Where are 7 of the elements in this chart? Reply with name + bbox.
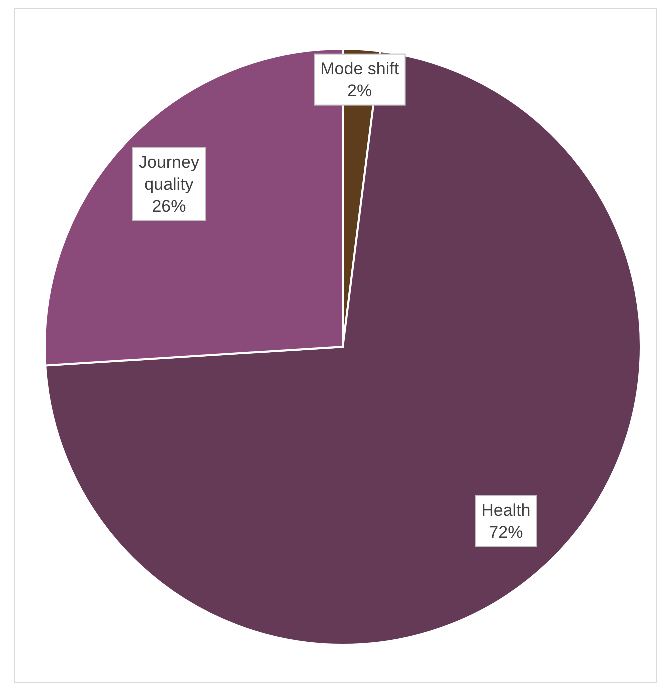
pie-slice: [44, 50, 642, 646]
slice-label: Mode shift: [320, 59, 400, 78]
slice-label: Journey quality: [138, 152, 200, 194]
data-label: 72%: [489, 522, 524, 542]
data-label: 2%: [348, 81, 372, 100]
data-label: 26%: [152, 196, 186, 216]
slice-label: Health: [482, 500, 531, 520]
